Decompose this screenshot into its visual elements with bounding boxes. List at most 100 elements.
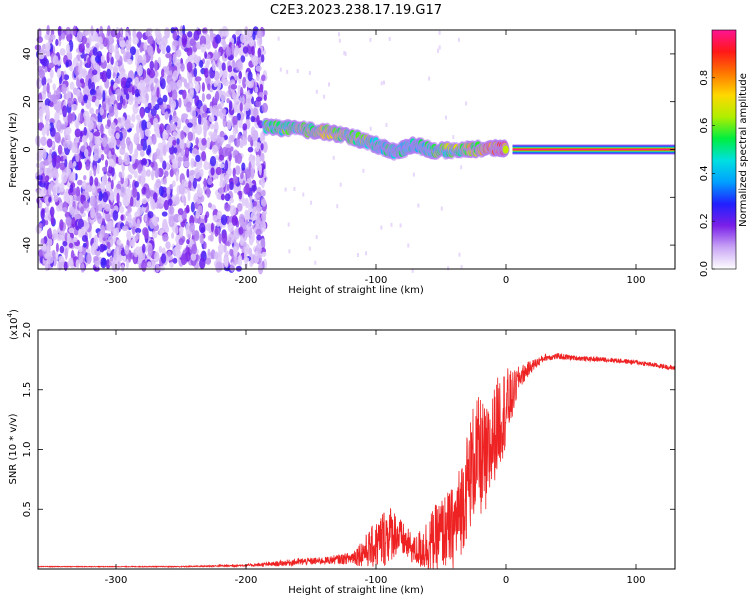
spectrogram-noise-blob <box>183 98 187 106</box>
spectrogram-noise-dot <box>369 37 372 42</box>
spectrogram-noise-blob <box>48 196 52 203</box>
spectrogram-noise-blob <box>54 132 61 144</box>
colorbar-tick-label: 0.0 <box>699 261 710 277</box>
spectrogram-noise-blob <box>231 59 236 69</box>
spectrogram-noise-blob <box>75 153 80 163</box>
spectrogram-noise-blob <box>256 73 260 82</box>
spectrogram-noise-blob <box>233 246 238 258</box>
spectrogram-noise-blob <box>133 170 138 179</box>
spectrogram-noise-dot <box>314 260 317 265</box>
spectrogram-x-tick-label: -300 <box>105 275 128 286</box>
colorbar-gradient <box>712 30 736 269</box>
spectrogram-noise-blob <box>65 216 72 226</box>
spectrogram-noise-blob <box>246 81 251 88</box>
spectrogram-noise-blob <box>44 123 51 131</box>
spectrogram-noise-blob <box>49 62 55 69</box>
spectrogram-noise-blob <box>155 32 162 40</box>
spectrogram-noise-blob <box>85 162 91 171</box>
spectrogram-noise-blob <box>204 214 208 224</box>
spectrogram-noise-blob <box>199 233 204 244</box>
spectrogram-noise-blob <box>101 137 108 148</box>
spectrogram-noise-blob <box>255 96 263 102</box>
spectrogram-noise-blob <box>252 215 258 220</box>
snr-x-tick-label: -200 <box>235 575 258 586</box>
spectrogram-noise-blob <box>102 103 106 110</box>
spectrogram-noise-blob <box>248 161 252 170</box>
spectrogram-noise-blob <box>225 46 232 57</box>
spectrogram-noise-blob <box>162 144 167 157</box>
spectrogram-noise-blob <box>124 244 130 255</box>
spectrogram-noise-blob <box>247 134 252 143</box>
spectrogram-noise-blob <box>263 168 267 179</box>
spectrogram-noise-blob <box>59 219 64 231</box>
spectrogram-noise-blob <box>120 47 126 54</box>
spectrogram-noise-blob <box>197 187 203 198</box>
spectrogram-noise-dot <box>369 126 372 131</box>
spectrogram-noise-blob <box>89 175 94 187</box>
spectrogram-noise-blob <box>215 34 221 44</box>
spectrogram-noise-blob <box>222 39 227 51</box>
spectrogram-noise-blob <box>252 200 257 207</box>
spectrogram-y-tick-label: 0 <box>22 146 33 152</box>
spectrogram-noise-blob <box>224 256 229 263</box>
spectrogram-noise-blob <box>246 29 252 39</box>
spectrogram-noise-blob <box>65 192 70 203</box>
spectrogram-noise-blob <box>242 222 247 230</box>
spectrogram-noise-blob <box>193 54 199 64</box>
spectrogram-noise-blob <box>242 76 247 89</box>
spectrogram-x-ticks: -300 -200 -100 0 100 <box>105 30 646 286</box>
spectrogram-noise-blob <box>153 126 158 133</box>
spectrogram-noise-blob <box>114 103 117 115</box>
spectrogram-noise-blob <box>165 241 171 250</box>
spectrogram-noise-dot <box>284 187 287 192</box>
spectrogram-noise-blob <box>80 78 85 84</box>
spectrogram-noise-blob <box>257 163 262 172</box>
spectrogram-noise-blob <box>215 166 222 176</box>
spectrogram-noise-blob <box>76 90 80 98</box>
spectrogram-noise-blob <box>256 234 262 241</box>
spectrogram-noise-blob <box>260 176 265 189</box>
spectrogram-noise-blob <box>96 163 100 175</box>
spectrogram-noise-blob <box>238 226 244 235</box>
spectrogram-noise-blob <box>233 102 238 113</box>
spectrogram-noise-blob <box>222 70 228 79</box>
spectrogram-noise-blob <box>108 105 115 117</box>
spectrogram-noise-blob <box>56 233 63 241</box>
spectrogram-noise-blob <box>38 108 44 120</box>
spectrogram-noise-blob <box>226 184 230 191</box>
spectrogram-noise-blob <box>208 223 212 234</box>
spectrogram-noise-blob <box>82 242 87 248</box>
spectrogram-noise-blob <box>60 124 67 130</box>
spectrogram-noise-dot <box>407 243 410 248</box>
spectrogram-noise-blob <box>183 196 187 207</box>
spectrogram-noise-blob <box>55 242 59 253</box>
spectrogram-noise-blob <box>251 184 257 192</box>
spectrogram-noise-blob <box>209 234 214 242</box>
spectrogram-noise-blob <box>252 31 256 41</box>
spectrogram-noise-blob <box>38 80 43 88</box>
spectrogram-noise-blob <box>90 25 94 37</box>
spectrogram-noise-blob <box>244 230 250 238</box>
spectrogram-noise-blob <box>101 70 108 83</box>
spectrogram-x-label: Height of straight line (km) <box>288 285 424 296</box>
spectrogram-noise-dot <box>315 235 318 240</box>
spectrogram-noise-blob <box>161 68 165 78</box>
spectrogram-signal-track <box>261 117 510 161</box>
spectrogram-noise-blob <box>157 142 164 151</box>
spectrogram-noise-blob <box>251 129 259 141</box>
spectrogram-noise-dot <box>310 200 313 205</box>
spectrogram-noise-blob <box>204 67 209 78</box>
spectrogram-noise-blob <box>97 36 103 47</box>
spectrogram-noise-blob <box>53 194 59 203</box>
spectrogram-noise-blob <box>112 210 119 221</box>
spectrogram-noise-blob <box>67 97 73 108</box>
spectrogram-noise-blob <box>161 211 168 217</box>
spectrogram-noise-blob <box>180 130 185 140</box>
spectrogram-noise-blob <box>181 113 189 119</box>
spectrogram-noise-dot <box>279 67 282 72</box>
spectrogram-noise-blob <box>216 134 221 144</box>
spectrogram-noise-blob <box>56 100 62 111</box>
spectrogram-noise-blob <box>81 226 88 232</box>
spectrogram-noise-blob <box>177 208 184 216</box>
spectrogram-noise-blob <box>105 159 108 168</box>
